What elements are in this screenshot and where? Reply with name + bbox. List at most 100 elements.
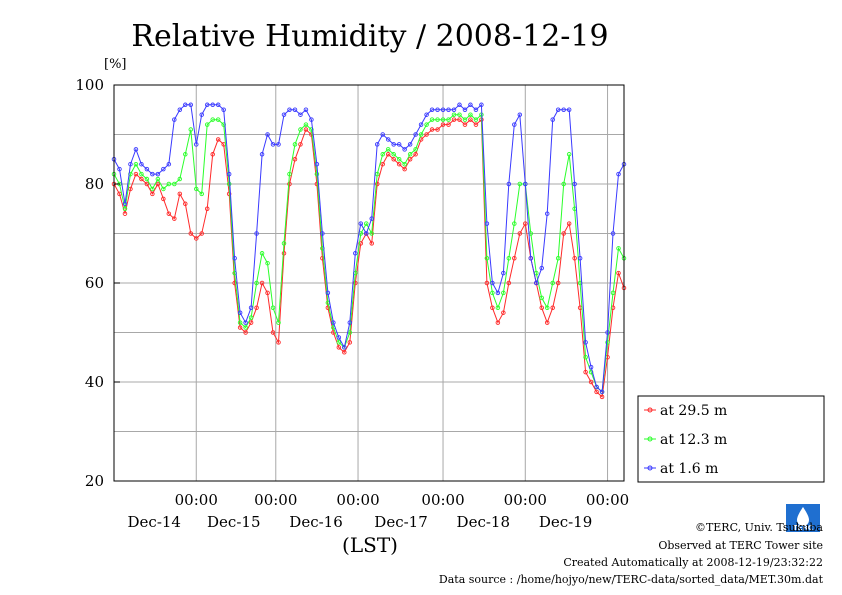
data-point [177,176,183,182]
data-point [539,265,544,271]
data-point [418,122,424,127]
data-point [451,107,457,112]
data-point [501,310,506,315]
data-point [561,231,566,236]
data-point [561,107,566,112]
data-point [248,320,254,325]
y-tick-label: 60 [85,274,104,292]
data-point [457,117,462,122]
data-point [150,191,155,197]
data-point [336,345,342,350]
data-point [303,107,309,112]
data-point [265,260,270,266]
data-point [440,117,446,122]
data-point [172,117,177,122]
data-point [298,142,303,147]
legend-label: at 1.6 m [660,461,718,477]
data-point [259,152,265,157]
data-point [292,107,298,112]
data-point [512,122,517,127]
data-point [292,156,298,162]
data-point [194,142,199,147]
data-point [391,152,396,157]
data-point [133,171,139,177]
legend-marker [647,465,653,471]
data-point [155,176,161,182]
data-point [435,107,440,112]
data-point [353,280,358,286]
data-point [550,117,555,122]
data-point [588,379,594,385]
data-point [144,166,150,172]
data-point [544,305,550,311]
data-point [468,112,473,117]
data-point [583,355,588,360]
data-point [577,256,583,261]
data-point [495,290,501,296]
y-tick-label: 20 [85,472,104,490]
data-point [210,152,215,157]
data-point [243,325,248,330]
data-point [588,364,594,370]
data-point [566,152,572,157]
data-point [413,147,418,152]
data-point [484,256,490,261]
grid-lines [114,85,624,481]
data-point [544,211,550,216]
data-point [457,102,462,108]
data-point [287,181,292,187]
data-point [583,369,588,375]
data-point [177,191,183,197]
source-text: Data source : /home/hojyo/new/TERC-data/… [439,573,824,586]
data-point [364,221,369,226]
series-line [113,103,625,393]
legend: at 29.5 m at 12.3 m at 1.6 m [637,395,825,483]
data-point [166,211,172,216]
data-point [155,181,161,187]
data-point [594,389,599,395]
data-point [199,231,204,236]
data-point [566,107,572,112]
data-point [188,127,194,132]
data-point [473,107,479,112]
data-point [204,206,210,211]
data-point [183,152,188,157]
data-point [572,181,577,187]
copyright-text: ©TERC, Univ. Tsukuba [695,521,823,534]
data-point [446,117,451,122]
data-point [122,211,128,216]
legend-marker [647,407,653,413]
y-tick-label: 100 [75,76,104,94]
data-point [396,161,402,167]
data-point [413,132,418,137]
data-point [440,107,446,112]
data-point [490,305,495,311]
data-point [517,231,523,236]
data-point [254,231,259,236]
data-point [254,305,259,311]
data-point [407,142,413,147]
data-point [243,320,248,325]
data-point [270,142,276,147]
data-point [161,196,166,202]
y-tick-label: 40 [85,373,104,391]
x-axis-label: (LST) [342,533,398,557]
data-point [265,290,270,296]
data-point [150,171,155,177]
data-point [144,181,150,187]
series-at-29-5-m [111,117,627,400]
data-point [276,320,281,325]
data-point [539,305,544,311]
data-point [561,181,566,187]
data-point [605,340,610,345]
data-point [254,280,259,286]
data-point [166,181,172,187]
data-point [369,216,374,221]
data-point [270,330,276,335]
data-point [183,201,188,207]
data-point [616,246,621,251]
x-tick-date-label: Dec-15 [207,513,260,531]
data-point [133,147,139,152]
data-point [424,132,429,137]
